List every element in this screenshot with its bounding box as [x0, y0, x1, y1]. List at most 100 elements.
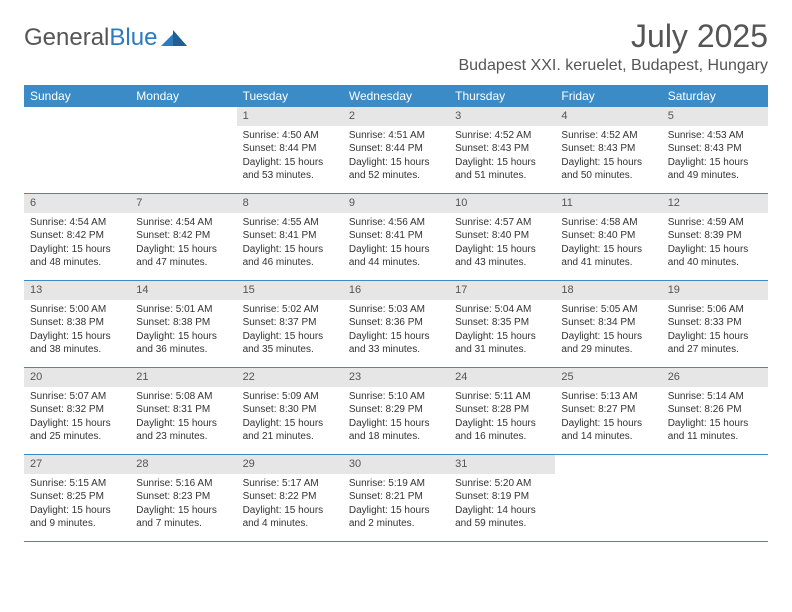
day-info-line: Daylight: 15 hours and 21 minutes. — [243, 417, 337, 444]
day-number: 31 — [449, 455, 555, 474]
day-info-line: Sunset: 8:25 PM — [30, 490, 124, 504]
day-info-line: Daylight: 15 hours and 44 minutes. — [349, 243, 443, 270]
weekday-header: Monday — [130, 85, 236, 107]
day-cell: 26Sunrise: 5:14 AMSunset: 8:26 PMDayligh… — [662, 368, 768, 454]
day-body — [555, 474, 661, 483]
day-body: Sunrise: 5:09 AMSunset: 8:30 PMDaylight:… — [237, 387, 343, 450]
day-info-line: Sunrise: 4:55 AM — [243, 216, 337, 230]
day-info-line: Sunset: 8:39 PM — [668, 229, 762, 243]
day-body: Sunrise: 4:52 AMSunset: 8:43 PMDaylight:… — [449, 126, 555, 189]
logo-icon — [161, 28, 187, 48]
day-body — [24, 126, 130, 135]
day-info-line: Sunset: 8:41 PM — [243, 229, 337, 243]
day-body: Sunrise: 5:13 AMSunset: 8:27 PMDaylight:… — [555, 387, 661, 450]
day-info-line: Daylight: 15 hours and 38 minutes. — [30, 330, 124, 357]
day-number: 21 — [130, 368, 236, 387]
day-body: Sunrise: 5:16 AMSunset: 8:23 PMDaylight:… — [130, 474, 236, 537]
week-row: 6Sunrise: 4:54 AMSunset: 8:42 PMDaylight… — [24, 194, 768, 281]
day-info-line: Daylight: 15 hours and 48 minutes. — [30, 243, 124, 270]
day-number: 28 — [130, 455, 236, 474]
weekday-header: Thursday — [449, 85, 555, 107]
day-number — [555, 455, 661, 474]
day-info-line: Sunset: 8:44 PM — [349, 142, 443, 156]
day-info-line: Sunset: 8:27 PM — [561, 403, 655, 417]
day-info-line: Daylight: 15 hours and 53 minutes. — [243, 156, 337, 183]
day-info-line: Daylight: 15 hours and 51 minutes. — [455, 156, 549, 183]
weekday-header: Sunday — [24, 85, 130, 107]
day-info-line: Sunrise: 4:52 AM — [455, 129, 549, 143]
day-number — [662, 455, 768, 474]
header: GeneralBlue July 2025 Budapest XXI. keru… — [24, 18, 768, 75]
day-number: 27 — [24, 455, 130, 474]
day-body — [662, 474, 768, 483]
day-cell: 10Sunrise: 4:57 AMSunset: 8:40 PMDayligh… — [449, 194, 555, 280]
day-cell: 20Sunrise: 5:07 AMSunset: 8:32 PMDayligh… — [24, 368, 130, 454]
day-info-line: Sunrise: 5:17 AM — [243, 477, 337, 491]
day-info-line: Sunset: 8:43 PM — [668, 142, 762, 156]
day-cell — [555, 455, 661, 541]
day-info-line: Sunset: 8:36 PM — [349, 316, 443, 330]
day-info-line: Sunrise: 4:53 AM — [668, 129, 762, 143]
day-info-line: Sunrise: 4:56 AM — [349, 216, 443, 230]
day-cell: 19Sunrise: 5:06 AMSunset: 8:33 PMDayligh… — [662, 281, 768, 367]
day-info-line: Sunrise: 5:03 AM — [349, 303, 443, 317]
day-info-line: Daylight: 15 hours and 50 minutes. — [561, 156, 655, 183]
day-info-line: Sunset: 8:37 PM — [243, 316, 337, 330]
day-info-line: Sunset: 8:35 PM — [455, 316, 549, 330]
day-number: 1 — [237, 107, 343, 126]
day-cell: 15Sunrise: 5:02 AMSunset: 8:37 PMDayligh… — [237, 281, 343, 367]
day-cell: 13Sunrise: 5:00 AMSunset: 8:38 PMDayligh… — [24, 281, 130, 367]
day-info-line: Sunset: 8:40 PM — [455, 229, 549, 243]
day-number: 24 — [449, 368, 555, 387]
day-cell: 1Sunrise: 4:50 AMSunset: 8:44 PMDaylight… — [237, 107, 343, 193]
day-number: 23 — [343, 368, 449, 387]
day-cell: 17Sunrise: 5:04 AMSunset: 8:35 PMDayligh… — [449, 281, 555, 367]
day-cell: 29Sunrise: 5:17 AMSunset: 8:22 PMDayligh… — [237, 455, 343, 541]
day-number: 13 — [24, 281, 130, 300]
day-info-line: Sunrise: 5:08 AM — [136, 390, 230, 404]
day-info-line: Sunset: 8:32 PM — [30, 403, 124, 417]
day-info-line: Sunrise: 5:10 AM — [349, 390, 443, 404]
day-body: Sunrise: 4:52 AMSunset: 8:43 PMDaylight:… — [555, 126, 661, 189]
day-cell: 2Sunrise: 4:51 AMSunset: 8:44 PMDaylight… — [343, 107, 449, 193]
day-info-line: Daylight: 15 hours and 27 minutes. — [668, 330, 762, 357]
day-body: Sunrise: 5:00 AMSunset: 8:38 PMDaylight:… — [24, 300, 130, 363]
day-info-line: Daylight: 15 hours and 46 minutes. — [243, 243, 337, 270]
day-cell: 8Sunrise: 4:55 AMSunset: 8:41 PMDaylight… — [237, 194, 343, 280]
day-cell: 14Sunrise: 5:01 AMSunset: 8:38 PMDayligh… — [130, 281, 236, 367]
day-info-line: Sunrise: 5:09 AM — [243, 390, 337, 404]
day-cell: 22Sunrise: 5:09 AMSunset: 8:30 PMDayligh… — [237, 368, 343, 454]
day-cell: 7Sunrise: 4:54 AMSunset: 8:42 PMDaylight… — [130, 194, 236, 280]
day-info-line: Daylight: 15 hours and 36 minutes. — [136, 330, 230, 357]
day-number: 6 — [24, 194, 130, 213]
day-info-line: Sunrise: 4:54 AM — [136, 216, 230, 230]
day-cell: 30Sunrise: 5:19 AMSunset: 8:21 PMDayligh… — [343, 455, 449, 541]
day-number — [130, 107, 236, 126]
day-body: Sunrise: 5:19 AMSunset: 8:21 PMDaylight:… — [343, 474, 449, 537]
week-row: 1Sunrise: 4:50 AMSunset: 8:44 PMDaylight… — [24, 107, 768, 194]
day-number: 16 — [343, 281, 449, 300]
day-cell: 21Sunrise: 5:08 AMSunset: 8:31 PMDayligh… — [130, 368, 236, 454]
day-info-line: Daylight: 15 hours and 35 minutes. — [243, 330, 337, 357]
day-cell: 18Sunrise: 5:05 AMSunset: 8:34 PMDayligh… — [555, 281, 661, 367]
day-body: Sunrise: 5:02 AMSunset: 8:37 PMDaylight:… — [237, 300, 343, 363]
day-body: Sunrise: 4:58 AMSunset: 8:40 PMDaylight:… — [555, 213, 661, 276]
day-cell: 28Sunrise: 5:16 AMSunset: 8:23 PMDayligh… — [130, 455, 236, 541]
day-body: Sunrise: 5:05 AMSunset: 8:34 PMDaylight:… — [555, 300, 661, 363]
day-number: 18 — [555, 281, 661, 300]
day-info-line: Sunset: 8:26 PM — [668, 403, 762, 417]
day-info-line: Sunset: 8:31 PM — [136, 403, 230, 417]
day-info-line: Daylight: 15 hours and 40 minutes. — [668, 243, 762, 270]
weekday-header: Tuesday — [237, 85, 343, 107]
day-info-line: Sunrise: 4:52 AM — [561, 129, 655, 143]
day-body: Sunrise: 5:08 AMSunset: 8:31 PMDaylight:… — [130, 387, 236, 450]
day-body: Sunrise: 4:57 AMSunset: 8:40 PMDaylight:… — [449, 213, 555, 276]
day-info-line: Sunrise: 5:04 AM — [455, 303, 549, 317]
day-number: 19 — [662, 281, 768, 300]
day-cell: 9Sunrise: 4:56 AMSunset: 8:41 PMDaylight… — [343, 194, 449, 280]
day-info-line: Sunset: 8:30 PM — [243, 403, 337, 417]
calendar: SundayMondayTuesdayWednesdayThursdayFrid… — [24, 85, 768, 542]
day-cell: 23Sunrise: 5:10 AMSunset: 8:29 PMDayligh… — [343, 368, 449, 454]
day-info-line: Sunset: 8:42 PM — [30, 229, 124, 243]
day-number: 29 — [237, 455, 343, 474]
